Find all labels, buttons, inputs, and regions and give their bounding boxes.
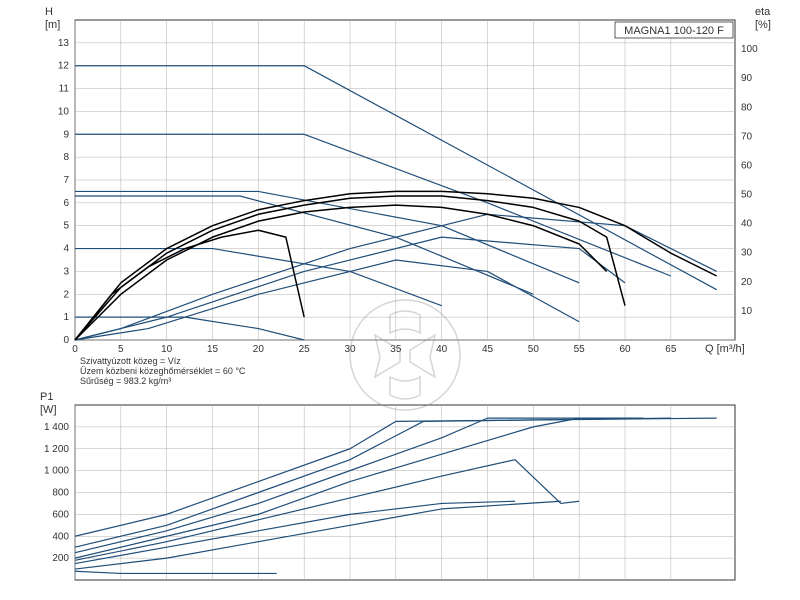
y-tick-label: 12 — [58, 61, 70, 72]
curve — [75, 418, 671, 547]
y-right-tick-label: 40 — [741, 219, 753, 230]
info-text-line: Üzem közbeni közeghőmérséklet = 60 °C — [80, 366, 246, 376]
x-tick-label: 40 — [436, 344, 448, 355]
y-tick-label: 10 — [58, 106, 70, 117]
y-tick-label: 1 200 — [44, 444, 69, 455]
info-text-line: Szivattyúzott közeg = Víz — [80, 356, 181, 366]
y-tick-label: 1 — [63, 312, 69, 323]
curve — [75, 460, 579, 561]
y-tick-label: 13 — [58, 38, 70, 49]
y-tick-label: 3 — [63, 266, 69, 277]
y-tick-label: 2 — [63, 289, 69, 300]
info-text-line: Sűrűség = 983.2 kg/m³ — [80, 376, 171, 386]
curve — [75, 317, 304, 340]
x-tick-label: 45 — [482, 344, 494, 355]
y-tick-label: 7 — [63, 175, 69, 186]
y-tick-label: 8 — [63, 152, 69, 163]
y-tick-label: 9 — [63, 129, 69, 140]
x-tick-label: 50 — [528, 344, 540, 355]
x-tick-label: 60 — [619, 344, 631, 355]
pump-chart-svg: 0510152025303540455055606501234567891011… — [0, 0, 800, 600]
x-tick-label: 55 — [574, 344, 586, 355]
y-tick-label: 1 400 — [44, 422, 69, 433]
y-right-tick-label: 20 — [741, 277, 753, 288]
y-tick-label: 6 — [63, 198, 69, 209]
y-tick-label: 1 000 — [44, 466, 69, 477]
x-tick-label: 10 — [161, 344, 173, 355]
y-tick-label: 5 — [63, 221, 69, 232]
y-tick-label: 4 — [63, 244, 69, 255]
x-tick-label: 25 — [299, 344, 311, 355]
y-right-tick-label: 10 — [741, 306, 753, 317]
y-right-axis-label: eta — [755, 6, 771, 18]
x-tick-label: 5 — [118, 344, 124, 355]
y-right-axis-unit: [%] — [755, 19, 771, 31]
x-axis-label: Q [m³/h] — [705, 343, 745, 355]
y-left-axis-unit: [m] — [45, 19, 60, 31]
chart-container: { "title_box": "MAGNA1 100-120 F", "top_… — [0, 0, 800, 600]
watermark-logo — [350, 300, 460, 410]
y-right-tick-label: 80 — [741, 102, 753, 113]
y-right-tick-label: 90 — [741, 73, 753, 84]
y-right-tick-label: 100 — [741, 44, 758, 55]
y-tick-label: 400 — [52, 531, 69, 542]
y-tick-label: 0 — [63, 335, 69, 346]
x-tick-label: 20 — [253, 344, 265, 355]
curve — [75, 571, 277, 573]
y-tick-label: 11 — [59, 84, 70, 95]
x-tick-label: 65 — [665, 344, 677, 355]
y-right-tick-label: 30 — [741, 248, 753, 259]
curve — [75, 191, 579, 282]
y-right-tick-label: 70 — [741, 131, 753, 142]
bottom-y-axis-label: P1 — [40, 391, 53, 403]
bottom-y-axis-unit: [W] — [40, 404, 57, 416]
x-tick-label: 0 — [72, 344, 78, 355]
y-right-tick-label: 50 — [741, 190, 753, 201]
y-left-axis-label: H — [45, 6, 53, 18]
y-tick-label: 200 — [52, 553, 69, 564]
y-tick-label: 800 — [52, 488, 69, 499]
curve — [75, 418, 643, 553]
x-tick-label: 15 — [207, 344, 219, 355]
title-box-text: MAGNA1 100-120 F — [624, 25, 724, 37]
curve — [75, 230, 304, 340]
y-tick-label: 600 — [52, 509, 69, 520]
y-right-tick-label: 60 — [741, 160, 753, 171]
